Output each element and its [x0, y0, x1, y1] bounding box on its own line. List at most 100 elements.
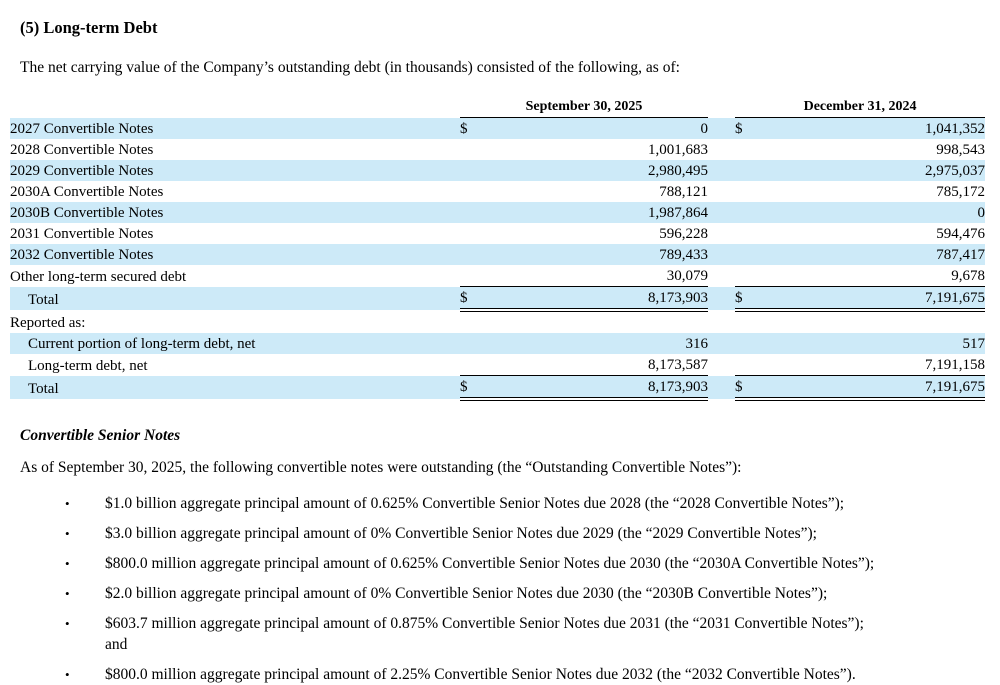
- row-label: Total: [28, 381, 59, 397]
- table-row: Total $8,173,903 $7,191,675: [10, 286, 986, 312]
- table-row: 2032 Convertible Notes 789,433 787,417: [10, 244, 986, 265]
- column-header-period-1: September 30, 2025: [460, 96, 709, 118]
- table-row: 2030B Convertible Notes 1,987,864 0: [10, 202, 986, 223]
- table-row: 2027 Convertible Notes $0 $1,041,352: [10, 117, 986, 140]
- row-value: 0: [977, 205, 986, 221]
- column-gap: [708, 160, 735, 181]
- bullet-text: $603.7 million aggregate principal amoun…: [105, 615, 864, 653]
- column-gap: [708, 287, 735, 311]
- row-value: 2,980,495: [648, 163, 709, 179]
- row-value: 517: [962, 336, 986, 352]
- row-value: 789,433: [659, 247, 709, 263]
- dollar-sign: [460, 265, 478, 287]
- row-label: 2032 Convertible Notes: [10, 247, 154, 263]
- dollar-sign: [735, 181, 753, 202]
- bullet-item: • $603.7 million aggregate principal amou…: [65, 613, 990, 655]
- row-value: 787,417: [936, 247, 986, 263]
- dollar-sign: $: [735, 121, 743, 137]
- header-spacer: [10, 96, 460, 118]
- row-value: 594,476: [936, 226, 986, 242]
- row-value: 7,191,158: [753, 354, 986, 376]
- bullet-item: • $2.0 billion aggregate principal amount…: [65, 583, 990, 604]
- dollar-sign: [460, 160, 478, 181]
- dollar-sign: [735, 244, 753, 265]
- bullet-text: $3.0 billion aggregate principal amount …: [105, 525, 817, 542]
- table-row: Reported as:: [10, 310, 985, 333]
- row-label: Total: [28, 292, 59, 308]
- bullet-icon: •: [65, 526, 70, 541]
- row-value: [753, 310, 985, 333]
- row-value: 316: [685, 336, 709, 352]
- bullet-item: • $1.0 billion aggregate principal amount…: [65, 493, 990, 514]
- bullet-text: $2.0 billion aggregate principal amount …: [105, 585, 828, 602]
- column-gap: [708, 118, 735, 140]
- row-label: 2031 Convertible Notes: [10, 226, 154, 242]
- bullet-icon: •: [65, 556, 70, 571]
- dollar-sign: $: [735, 286, 754, 312]
- row-value: 0: [700, 121, 709, 137]
- row-label: 2030B Convertible Notes: [10, 205, 164, 221]
- debt-table: September 30, 2025 December 31, 2024 202…: [10, 96, 986, 401]
- table-header-row: September 30, 2025 December 31, 2024: [10, 96, 986, 118]
- subsection-title: Convertible Senior Notes: [20, 427, 181, 444]
- row-value: 8,173,903: [478, 375, 709, 401]
- row-value: 8,173,587: [478, 354, 709, 376]
- row-value: 7,191,675: [753, 375, 986, 401]
- table-row: Long-term debt, net 8,173,587 7,191,158: [10, 354, 986, 376]
- dollar-sign: [735, 139, 753, 160]
- table-row: Total $8,173,903 $7,191,675: [10, 375, 986, 401]
- bullet-icon: •: [65, 496, 70, 511]
- dollar-sign: [735, 310, 753, 333]
- dollar-sign: [460, 139, 478, 160]
- dollar-sign: [460, 202, 478, 223]
- dollar-sign: [460, 354, 478, 376]
- dollar-sign: $: [460, 375, 478, 401]
- column-gap: [708, 244, 735, 265]
- dollar-sign: $: [460, 121, 468, 137]
- debt-table-body: September 30, 2025 December 31, 2024 202…: [10, 96, 986, 401]
- row-label: 2029 Convertible Notes: [10, 163, 154, 179]
- row-value: [478, 310, 708, 333]
- row-value: 8,173,903: [478, 286, 709, 312]
- dollar-sign: $: [735, 375, 754, 401]
- row-value: 30,079: [478, 265, 709, 287]
- column-gap: [708, 223, 735, 244]
- column-gap: [708, 96, 735, 118]
- dollar-sign: [735, 223, 753, 244]
- column-gap: [708, 265, 735, 287]
- table-row: 2031 Convertible Notes 596,228 594,476: [10, 223, 985, 244]
- column-gap: [708, 181, 735, 202]
- dollar-sign: [735, 333, 753, 354]
- row-value: 2,975,037: [925, 163, 986, 179]
- bullet-item: • $3.0 billion aggregate principal amount…: [65, 523, 990, 544]
- dollar-sign: [460, 310, 478, 333]
- dollar-sign: [460, 333, 478, 354]
- dollar-sign: [735, 265, 754, 287]
- row-label: 2027 Convertible Notes: [10, 121, 154, 137]
- table-row: 2030A Convertible Notes 788,121 785,172: [10, 181, 985, 202]
- bullet-icon: •: [65, 616, 70, 631]
- column-gap: [708, 376, 735, 400]
- dollar-sign: [735, 160, 753, 181]
- bullet-text: $800.0 million aggregate principal amoun…: [105, 555, 875, 572]
- dollar-sign: $: [460, 286, 478, 312]
- row-value: 1,041,352: [925, 121, 986, 137]
- column-gap: [708, 333, 735, 354]
- row-value: 9,678: [753, 265, 986, 287]
- section-title: (5) Long-term Debt: [20, 18, 158, 37]
- dollar-sign: [460, 244, 478, 265]
- column-gap: [708, 139, 735, 160]
- column-gap: [708, 310, 735, 333]
- table-row: 2029 Convertible Notes 2,980,495 2,975,037: [10, 160, 986, 181]
- column-header-period-2: December 31, 2024: [735, 96, 986, 118]
- table-row: 2028 Convertible Notes 1,001,683 998,543: [10, 139, 985, 160]
- intro-paragraph: The net carrying value of the Company’s …: [20, 59, 680, 76]
- column-gap: [708, 202, 735, 223]
- subsection-intro: As of September 30, 2025, the following …: [20, 459, 742, 476]
- bullet-item: • $800.0 million aggregate principal amou…: [65, 553, 990, 574]
- row-label: 2028 Convertible Notes: [10, 142, 154, 158]
- bullet-icon: •: [65, 586, 70, 601]
- row-label: Reported as:: [10, 315, 86, 331]
- dollar-sign: [735, 202, 753, 223]
